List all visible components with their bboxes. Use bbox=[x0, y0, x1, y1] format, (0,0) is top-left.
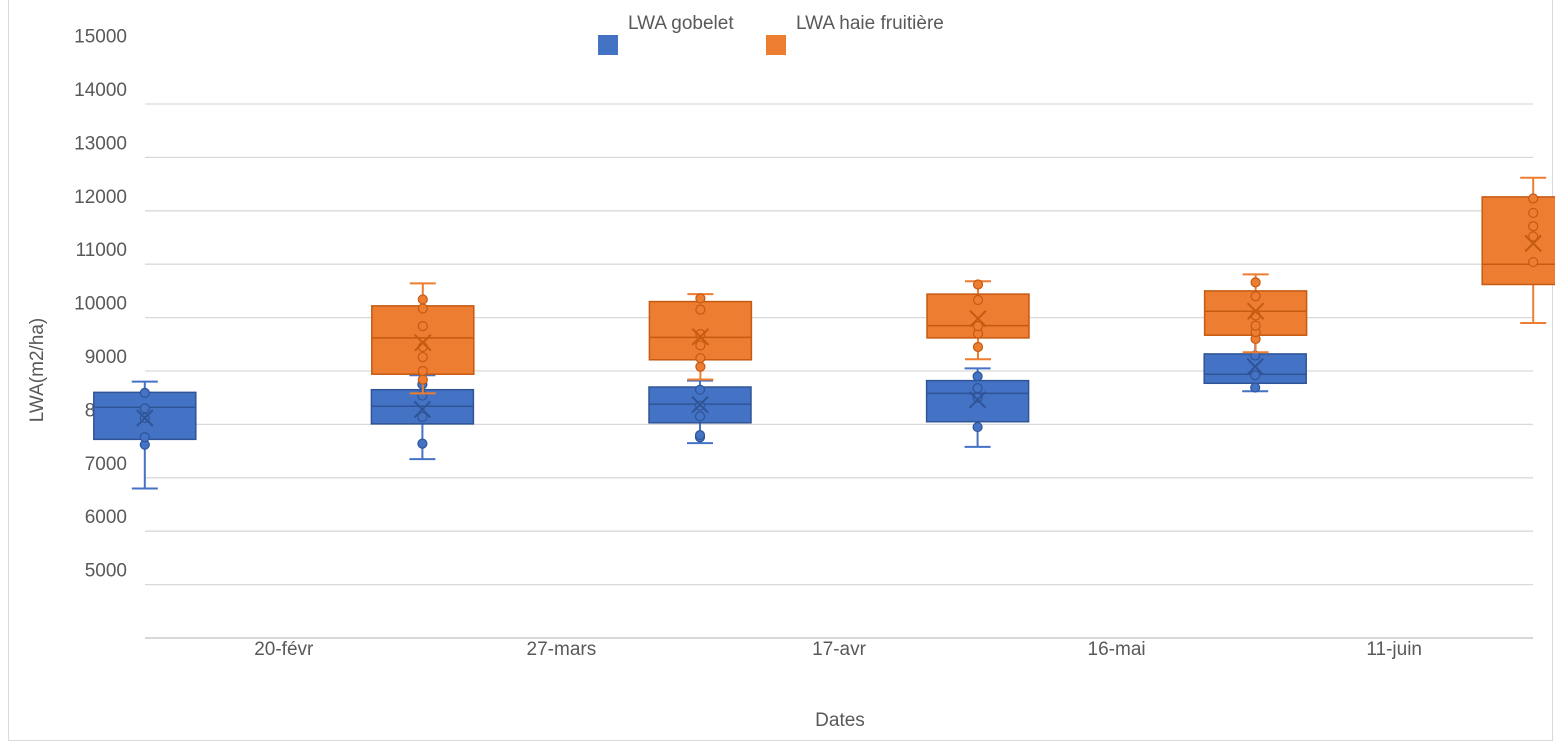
mean-marker bbox=[968, 391, 987, 409]
y-axis-ticks: 1500014000130001200011000100009000800070… bbox=[74, 27, 127, 582]
box-haie-4 bbox=[1481, 176, 1555, 324]
y-tick-label: 9000 bbox=[85, 347, 127, 368]
data-point bbox=[695, 329, 706, 340]
box-haie-0 bbox=[371, 282, 475, 395]
box-haie-2 bbox=[926, 279, 1030, 361]
data-point bbox=[972, 382, 983, 394]
data-point bbox=[417, 438, 428, 449]
data-point bbox=[695, 293, 706, 304]
data-point bbox=[417, 411, 428, 423]
data-point bbox=[139, 403, 150, 414]
y-axis-title: LWA(m2/ha) bbox=[27, 318, 48, 423]
data-point bbox=[417, 352, 428, 363]
legend-label: LWA haie fruitière bbox=[796, 13, 944, 34]
y-tick-label: 12000 bbox=[74, 187, 127, 208]
data-point bbox=[1250, 320, 1261, 331]
data-point bbox=[695, 340, 706, 351]
legend: LWA gobelet LWA haie fruitière bbox=[598, 13, 944, 55]
mean-marker bbox=[691, 328, 710, 346]
data-point bbox=[972, 279, 984, 290]
data-point bbox=[1528, 221, 1539, 232]
box-body bbox=[1481, 196, 1555, 286]
y-tick-label: 5000 bbox=[85, 561, 127, 582]
gridlines bbox=[145, 103, 1533, 639]
mean-marker bbox=[1246, 358, 1264, 376]
y-tick-label: 13000 bbox=[74, 133, 127, 154]
x-axis-title: Dates bbox=[815, 710, 865, 731]
data-point bbox=[1250, 277, 1261, 288]
box-gobelet-1 bbox=[370, 374, 475, 461]
data-point bbox=[972, 341, 984, 353]
box-gobelet-2 bbox=[648, 379, 752, 445]
mean-marker bbox=[1524, 234, 1542, 253]
y-tick-label: 11000 bbox=[76, 240, 127, 261]
data-point bbox=[972, 294, 984, 306]
box-body bbox=[371, 305, 475, 375]
data-point bbox=[417, 294, 428, 305]
box-gobelet-3 bbox=[925, 367, 1030, 448]
data-point bbox=[972, 392, 983, 403]
data-point bbox=[417, 321, 428, 332]
x-tick-label: 27-mars bbox=[527, 639, 597, 660]
y-tick-label: 6000 bbox=[85, 507, 127, 528]
data-point bbox=[694, 411, 706, 422]
x-tick-label: 17-avr bbox=[812, 639, 867, 660]
box-haie-1 bbox=[648, 293, 753, 381]
mean-marker bbox=[691, 395, 709, 414]
legend-label: LWA gobelet bbox=[628, 13, 734, 34]
data-point bbox=[417, 374, 428, 385]
y-tick-label: 10000 bbox=[74, 294, 127, 315]
data-point bbox=[972, 321, 984, 332]
box-gobelet-0 bbox=[93, 380, 197, 490]
data-point bbox=[139, 432, 150, 443]
y-tick-label: 14000 bbox=[74, 80, 127, 101]
x-tick-label: 20-févr bbox=[254, 639, 314, 660]
mean-marker bbox=[414, 333, 432, 352]
data-point bbox=[1528, 231, 1539, 242]
x-axis-ticks: 20-févr 27-mars 17-avr 16-mai 11-juin bbox=[254, 639, 1422, 660]
data-point bbox=[1528, 256, 1539, 268]
data-point bbox=[695, 361, 706, 372]
chart-frame bbox=[8, 0, 1553, 741]
data-point bbox=[417, 365, 428, 377]
mean-marker bbox=[1246, 302, 1265, 320]
box-haie-3 bbox=[1203, 273, 1308, 354]
data-point bbox=[139, 387, 150, 398]
data-point bbox=[1528, 193, 1539, 204]
data-point bbox=[695, 304, 706, 315]
legend-swatch bbox=[598, 35, 618, 55]
data-point bbox=[694, 384, 706, 395]
data-point bbox=[972, 371, 983, 382]
data-point bbox=[1528, 207, 1539, 219]
box-series bbox=[93, 176, 1555, 490]
data-point bbox=[1250, 291, 1261, 302]
y-tick-label: 7000 bbox=[85, 454, 127, 475]
legend-swatch bbox=[766, 35, 786, 55]
box-gobelet-4 bbox=[1203, 319, 1307, 393]
data-point bbox=[1250, 382, 1261, 393]
data-point bbox=[1250, 370, 1261, 381]
data-point bbox=[972, 421, 983, 433]
mean-marker bbox=[413, 400, 432, 419]
y-tick-label: 15000 bbox=[74, 27, 127, 48]
mean-marker bbox=[969, 309, 987, 328]
x-tick-label: 16-mai bbox=[1088, 639, 1146, 660]
data-point bbox=[695, 353, 706, 364]
x-tick-label: 11-juin bbox=[1366, 639, 1422, 660]
data-point bbox=[694, 429, 706, 441]
mean-marker bbox=[136, 409, 154, 427]
data-point bbox=[417, 303, 428, 314]
